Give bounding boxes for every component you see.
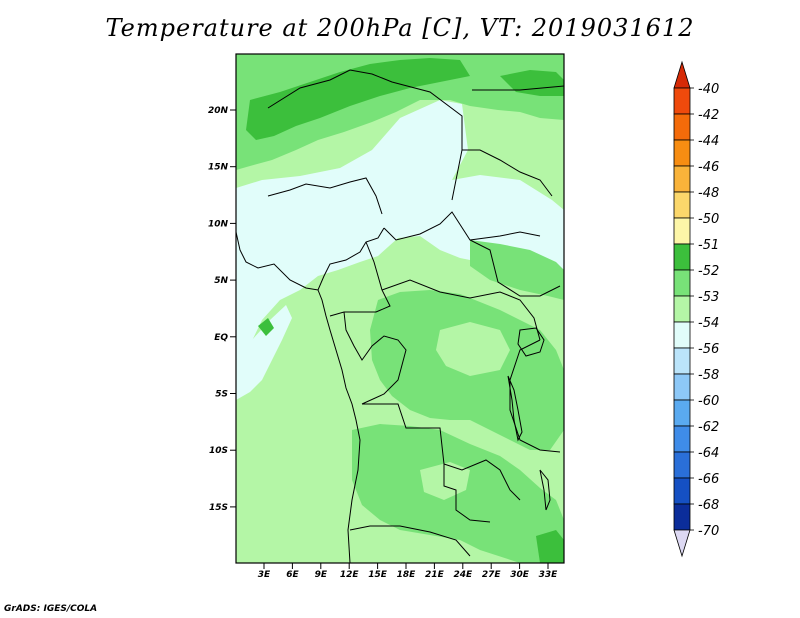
colorbar-swatch <box>673 217 691 245</box>
colorbar-swatch <box>673 191 691 219</box>
longitude-axis: 3E 6E 9E 12E 15E 18E 21E 24E 27E 30E 33E <box>258 563 558 580</box>
colorbar-label: -44 <box>698 134 719 149</box>
colorbar: -40 -42 -44 -46 -48 -50 -51 -52 -53 -54 -56 -58 -60 -… <box>673 60 719 558</box>
lat-tick-label: 20N <box>208 106 229 116</box>
colorbar-bottom-arrow <box>673 529 691 558</box>
field-region-minus54-coast <box>236 305 292 400</box>
colorbar-label: -58 <box>698 368 719 383</box>
colorbar-swatch <box>673 321 691 349</box>
colorbar-swatch <box>673 87 691 115</box>
border-sudan <box>462 149 553 197</box>
lat-tick-label: 15N <box>208 163 229 173</box>
colorbar-swatch <box>673 347 691 375</box>
colorbar-swatch <box>673 113 691 141</box>
lon-tick-label: 9E <box>315 570 328 580</box>
colorbar-swatch <box>673 503 691 531</box>
coastline-gulf-guinea <box>317 289 361 563</box>
field-region-minus51-southeast <box>536 530 564 563</box>
colorbar-label: -56 <box>698 342 719 357</box>
colorbar-label: -70 <box>698 524 719 539</box>
colorbar-swatch <box>673 295 691 323</box>
colorbar-label: -53 <box>698 290 719 305</box>
lon-tick-label: 3E <box>258 570 271 580</box>
footer-credit: GrADS: IGES/COLA <box>4 604 98 614</box>
lon-tick-label: 21E <box>425 570 445 580</box>
latitude-axis: 20N 15N 10N 5N EQ 5S 10S 15S <box>208 106 236 513</box>
border-car <box>469 231 541 241</box>
lon-tick-label: 33E <box>539 570 559 580</box>
colorbar-swatch <box>673 243 691 271</box>
border-north <box>267 69 463 201</box>
colorbar-label: -46 <box>698 160 719 175</box>
lon-tick-label: 15E <box>368 570 388 580</box>
field-region-minus51-north <box>246 58 470 140</box>
lat-tick-label: 10S <box>209 446 228 456</box>
lat-tick-label: EQ <box>214 333 228 343</box>
map-frame <box>235 53 565 564</box>
field-region-minus53-patch1 <box>436 322 510 376</box>
colorbar-label: -68 <box>698 498 719 513</box>
colorbar-label: -60 <box>698 394 719 409</box>
colorbar-swatch <box>673 477 691 505</box>
colorbar-label: -51 <box>698 238 719 253</box>
colorbar-label: -54 <box>698 316 719 331</box>
colorbar-label: -50 <box>698 212 719 227</box>
border-northeast <box>472 85 564 91</box>
colorbar-swatch <box>673 373 691 401</box>
field-region-minus51-coast <box>258 318 274 336</box>
lake-victoria <box>517 327 545 357</box>
colorbar-swatch <box>673 269 691 297</box>
lat-tick-label: 5S <box>215 390 228 400</box>
field-region-minus54-west <box>236 100 564 360</box>
colorbar-swatch <box>673 139 691 167</box>
colorbar-top-arrow <box>673 60 691 89</box>
border-drc-west <box>343 311 407 405</box>
colorbar-label: -64 <box>698 446 719 461</box>
border-drc-north <box>381 279 541 341</box>
lon-tick-label: 27E <box>482 570 502 580</box>
colorbar-swatch <box>673 399 691 427</box>
colorbar-label: -42 <box>698 108 719 123</box>
colorbar-label: -52 <box>698 264 719 279</box>
borders-coastlines <box>236 69 564 563</box>
colorbar-label: -48 <box>698 186 719 201</box>
colorbar-swatch <box>673 451 691 479</box>
lake-tanganyika <box>507 375 523 442</box>
field-region-minus53-patch2 <box>420 462 470 500</box>
lon-tick-label: 18E <box>397 570 417 580</box>
map-title: Temperature at 200hPa [C], VT: 201903161… <box>105 14 695 42</box>
lon-tick-label: 6E <box>286 570 299 580</box>
colorbar-label: -40 <box>698 82 719 97</box>
lon-tick-label: 30E <box>510 570 530 580</box>
colorbar-label: -62 <box>698 420 719 435</box>
border-east <box>509 339 561 453</box>
lat-tick-label: 10N <box>208 219 229 229</box>
border-angola-zambia <box>443 464 491 523</box>
lat-tick-label: 15S <box>209 503 228 513</box>
border-drc-south <box>362 403 521 501</box>
colorbar-swatch <box>673 425 691 453</box>
field-region-minus52-east <box>470 240 564 300</box>
lon-tick-label: 24E <box>453 570 473 580</box>
border-nigeria-niger <box>267 177 383 215</box>
colorbar-swatch <box>673 165 691 193</box>
lake-malawi <box>539 469 551 511</box>
colorbar-label: -66 <box>698 472 719 487</box>
lat-tick-label: 5N <box>214 276 228 286</box>
lon-tick-label: 12E <box>340 570 360 580</box>
temperature-field <box>236 54 564 563</box>
border-namibia <box>349 525 471 557</box>
